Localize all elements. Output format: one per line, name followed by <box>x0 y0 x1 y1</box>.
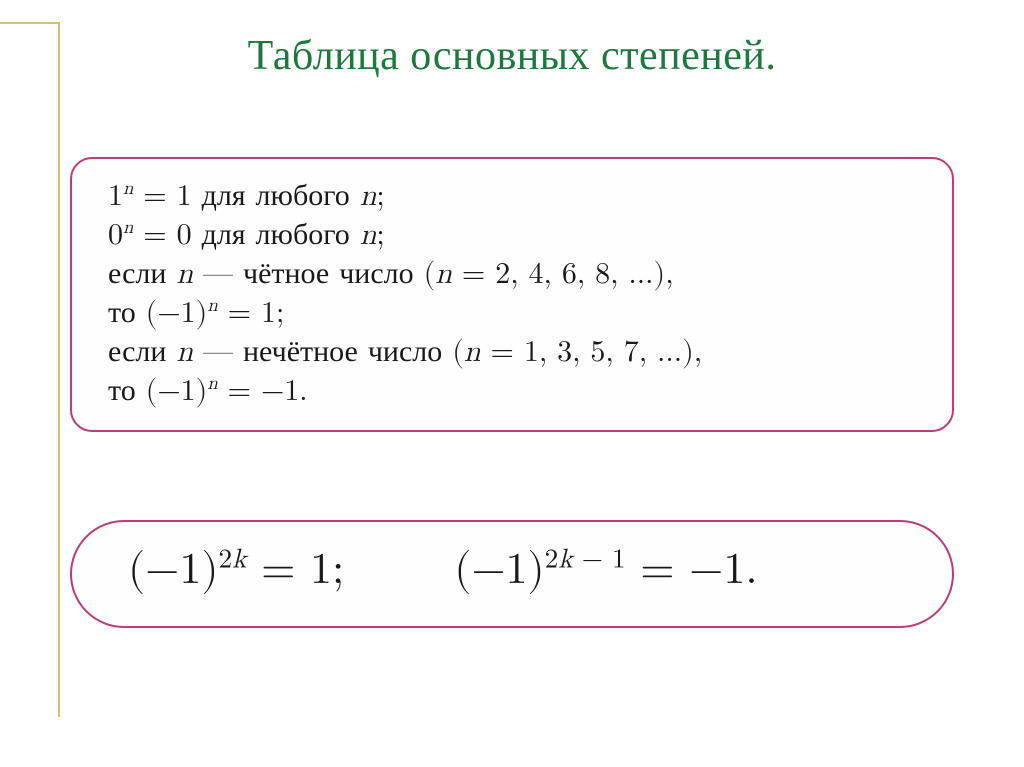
decorative-vertical-line <box>58 22 60 717</box>
rule-line: то (−1)n = 1; <box>108 294 924 333</box>
formula-box: (−1)2k = 1; (−1)2k − 1 = −1. <box>70 520 954 628</box>
rule-line: то (−1)n = −1. <box>108 372 924 411</box>
rules-box: 1n = 1 для любого n;0n = 0 для любого n;… <box>70 157 954 432</box>
formula: (−1)2k = 1; <box>128 544 344 597</box>
rule-line: 0n = 0 для любого n; <box>108 216 924 255</box>
slide: Таблица основных степеней. 1n = 1 для лю… <box>0 0 1024 767</box>
rule-line: 1n = 1 для любого n; <box>108 177 924 216</box>
page-title: Таблица основных степеней. <box>0 32 1024 80</box>
decorative-horizontal-line <box>0 22 60 24</box>
rule-line: если n — нечётное число (n = 1, 3, 5, 7,… <box>108 333 924 372</box>
formula: (−1)2k − 1 = −1. <box>454 544 757 597</box>
rule-line: если n — чётное число (n = 2, 4, 6, 8, …… <box>108 255 924 294</box>
